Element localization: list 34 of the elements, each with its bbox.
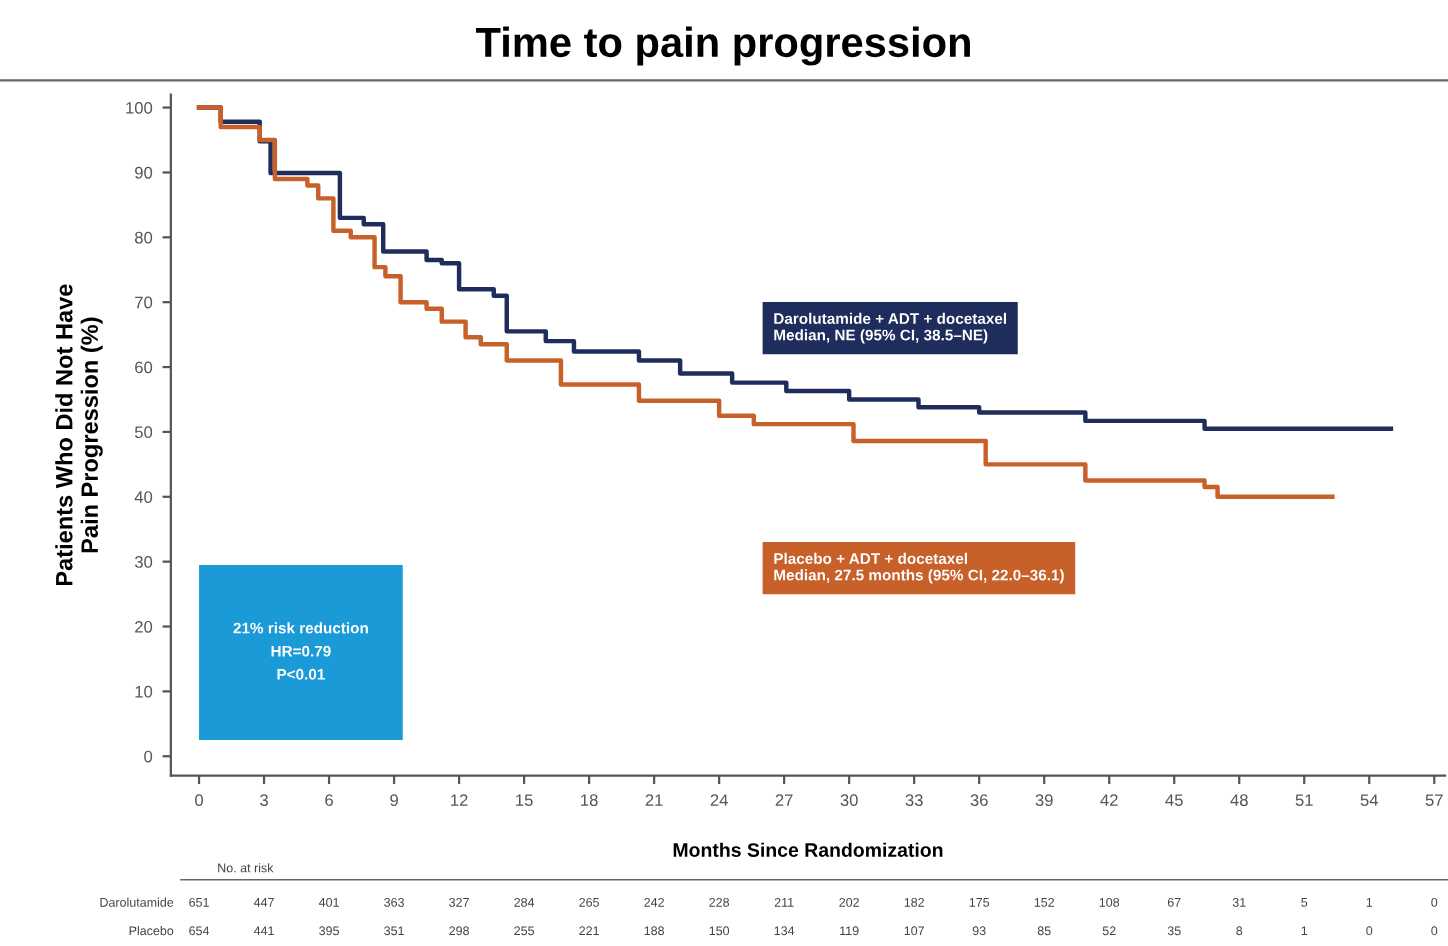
x-axis-title: Months Since Randomization	[673, 842, 943, 857]
x-tick-label: 18	[581, 794, 598, 807]
y-tick-label: 10	[135, 685, 153, 698]
x-tick-label: 6	[325, 794, 333, 807]
x-tick-label: 33	[905, 794, 923, 807]
x-tick-label: 15	[516, 794, 533, 807]
x-tick-label: 0	[195, 794, 204, 807]
x-tick-label: 39	[1035, 794, 1053, 807]
x-tick-label: 30	[840, 794, 858, 807]
x-tick-label: 45	[1165, 794, 1183, 807]
x-tick-label: 24	[710, 794, 728, 806]
x-tick-label: 36	[970, 794, 988, 807]
y-tick-label: 80	[135, 231, 153, 244]
x-tick-label: 51	[1295, 794, 1313, 807]
x-tick-label: 54	[1360, 794, 1379, 807]
y-tick-label: 70	[135, 296, 153, 309]
y-tick-label: 60	[135, 361, 153, 374]
y-tick-label: 90	[135, 166, 153, 179]
chart-title: Time to pain progression	[475, 26, 970, 66]
x-tick-label: 48	[1230, 794, 1248, 807]
x-tick-label: 9	[390, 794, 398, 807]
x-tick-label: 42	[1100, 794, 1118, 806]
y-tick-label: 100	[126, 101, 153, 114]
y-tick-label: 0	[144, 750, 153, 763]
y-tick-label: 30	[134, 556, 153, 568]
y-tick-label: 50	[134, 426, 153, 439]
x-tick-label: 3	[260, 794, 268, 807]
x-tick-label: 27	[775, 794, 793, 806]
y-tick-label: 40	[134, 491, 153, 503]
y-tick-label: 20	[135, 620, 153, 633]
x-tick-label: 57	[1425, 794, 1443, 807]
y-axis-title: Patients Who Did Not Have Pain Progression (%)	[55, 284, 103, 586]
x-tick-label: 21	[645, 794, 663, 806]
x-tick-label: 12	[451, 794, 468, 806]
